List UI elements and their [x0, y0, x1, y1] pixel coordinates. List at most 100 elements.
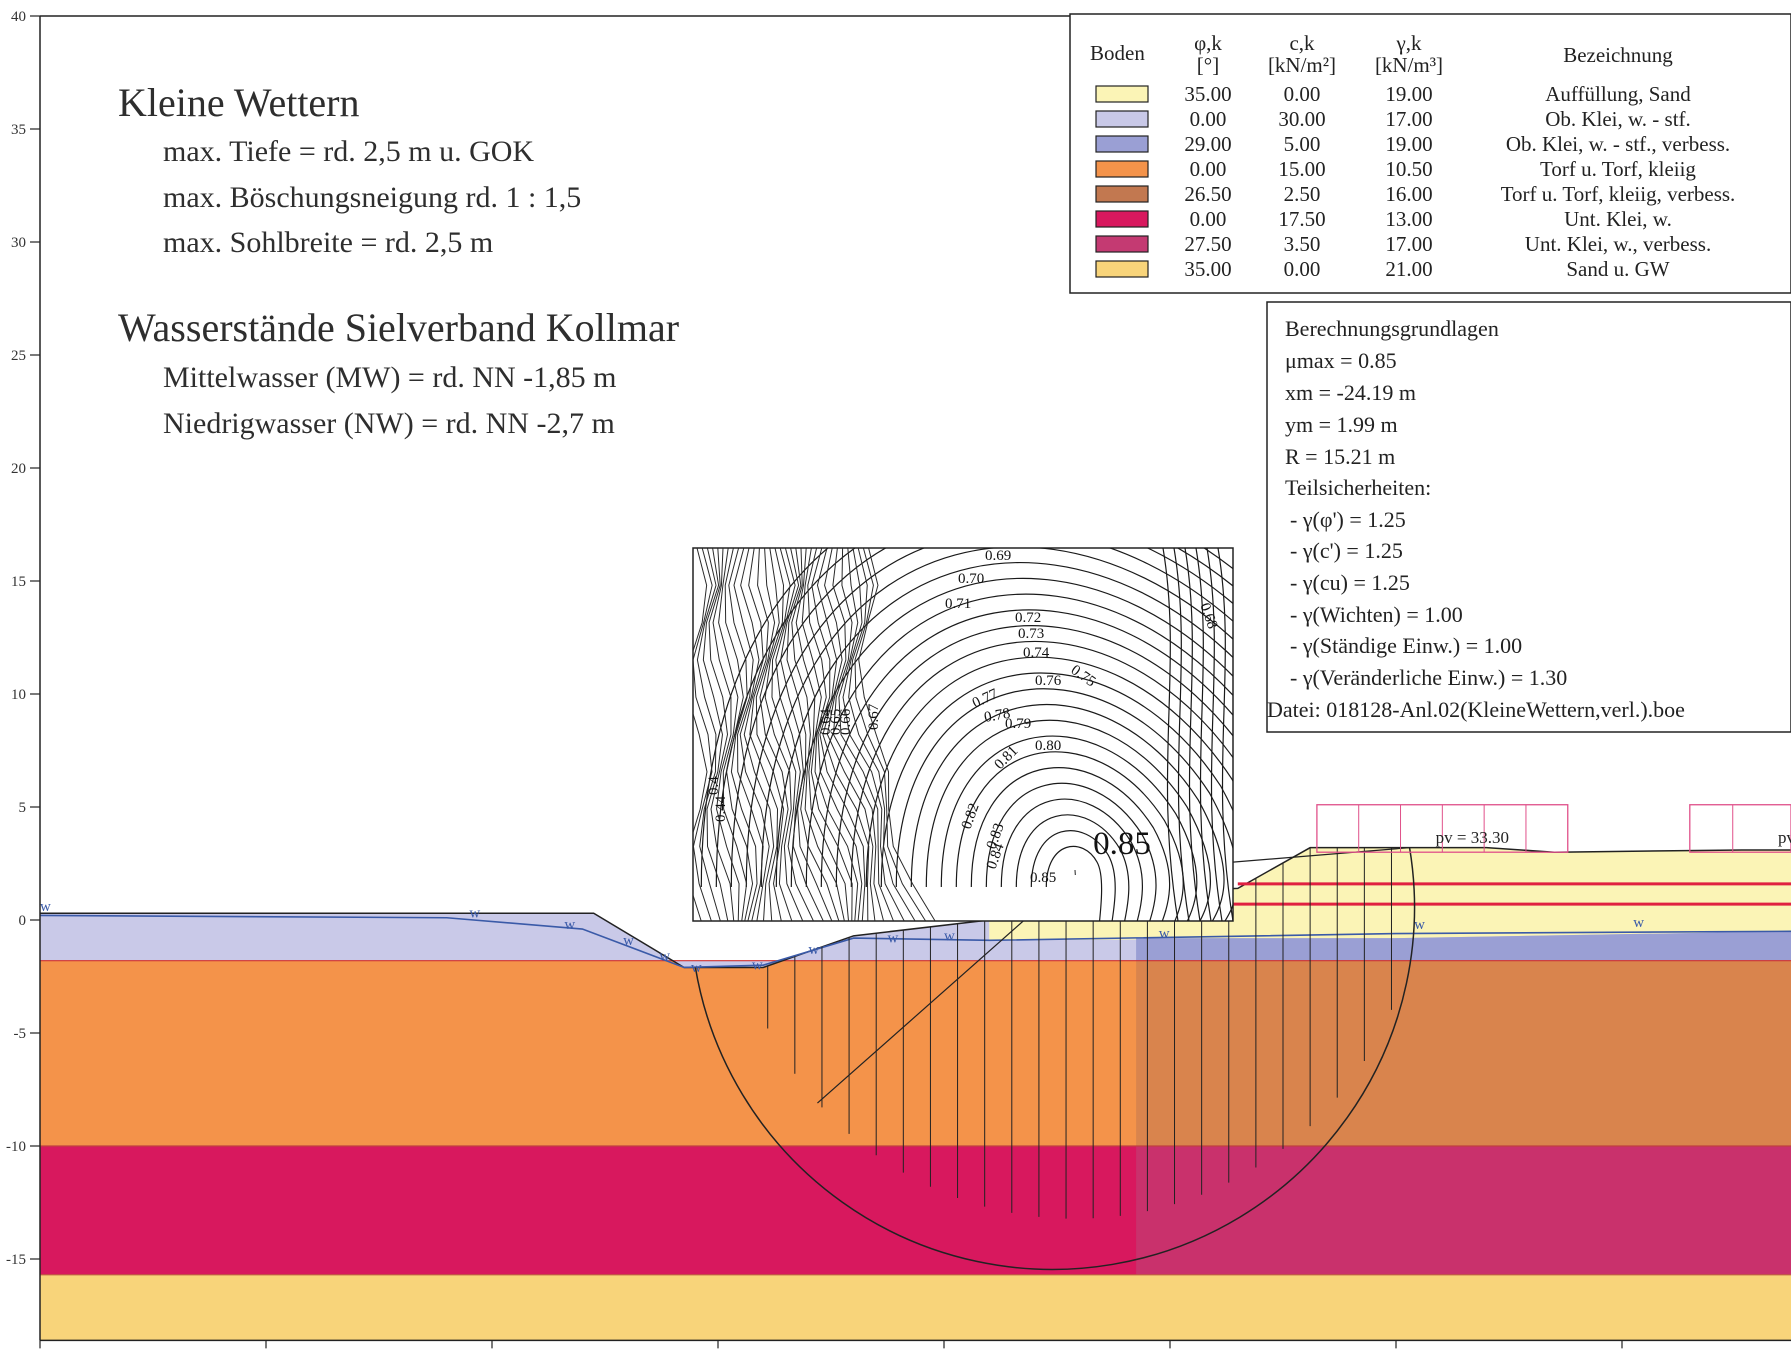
calc-xm: xm = -24.19 m [1285, 380, 1416, 405]
contour-line [771, 548, 814, 921]
water-line: Mittelwasser (MW) = rd. NN -1,85 m [163, 361, 617, 394]
legend-header-gamma: γ,k [1395, 31, 1422, 55]
legend-phi: 29.00 [1184, 132, 1231, 156]
contour-line [712, 548, 740, 921]
contour-label: 0.71 [945, 596, 971, 612]
contour-line [970, 767, 1171, 921]
calc-file: Datei: 018128-Anl.02(KleineWettern,verl.… [1267, 697, 1685, 722]
legend-name: Unt. Klei, w., verbess. [1525, 232, 1711, 256]
contour-label: 0.74 [1023, 645, 1050, 661]
contour-line [822, 548, 870, 921]
contour-line [724, 548, 754, 921]
legend-gamma: 13.00 [1385, 207, 1432, 231]
contour-line [801, 548, 853, 921]
contour-label: 0.80 [1035, 738, 1061, 754]
load-right-label: pv [1778, 828, 1791, 847]
calc-item: - γ(cu) = 1.25 [1290, 570, 1410, 595]
legend-c: 2.50 [1284, 182, 1321, 206]
calc-title: Berechnungsgrundlagen [1285, 316, 1499, 341]
contour-line [693, 548, 708, 921]
contour-line [702, 548, 729, 921]
contour-line [755, 548, 785, 921]
contour-label: 0.72 [1015, 610, 1041, 626]
contour-label: 0.85 [1030, 870, 1056, 886]
y-tick-label: 40 [11, 9, 26, 25]
legend-name: Torf u. Torf, kleiig, verbess. [1501, 182, 1736, 206]
annotation-title: Kleine Wettern [118, 80, 360, 125]
contour-line [925, 719, 1211, 921]
legend-swatch [1095, 185, 1149, 203]
legend-gamma: 16.00 [1385, 182, 1432, 206]
contour-line [955, 751, 1184, 921]
contour-line [826, 548, 876, 921]
contour-label: 0.66 [838, 708, 854, 735]
legend-phi: 26.50 [1184, 182, 1231, 206]
water-marker: w [752, 958, 763, 974]
contour-line [880, 672, 1233, 888]
legend-header-boden: Boden [1090, 41, 1145, 65]
contour-line [805, 593, 1233, 888]
water-marker: w [564, 917, 575, 933]
contour-line [835, 625, 1233, 888]
legend-frame [1069, 13, 1791, 294]
contour-line [820, 609, 1233, 888]
contour-line [791, 548, 845, 921]
safety-contour-grid: 0.690.700.710.720.730.740.750.760.770.78… [692, 547, 1234, 922]
water-marker: w [623, 933, 634, 949]
y-tick-label: -5 [14, 1026, 27, 1042]
contour-line [745, 548, 1233, 888]
legend-phi: 35.00 [1184, 82, 1231, 106]
calc-ym: ym = 1.99 m [1285, 412, 1398, 437]
contour-line [895, 688, 1233, 921]
contour-line [733, 548, 764, 921]
contour-line [848, 548, 916, 921]
layer-ob-klei-verbess [1136, 931, 1791, 961]
legend-swatch [1095, 110, 1149, 128]
contour-line [865, 656, 1233, 888]
water-marker: w [691, 960, 702, 976]
contour-label: 0.69 [985, 548, 1011, 564]
legend-name: Sand u. GW [1566, 257, 1669, 281]
contour-line [780, 548, 833, 921]
legend-name: Ob. Klei, w. - stf., verbess. [1506, 132, 1730, 156]
layer-torf-verbess [1136, 960, 1791, 1146]
legend-header-c-unit: [kN/m²] [1268, 53, 1336, 77]
contour-label: 0.44 [713, 795, 729, 822]
contour-line [910, 704, 1225, 921]
contour-line [854, 548, 927, 921]
contour-label: 0.73 [1018, 626, 1044, 642]
contour-line [1045, 845, 1103, 921]
calc-mu: μmax = 0.85 [1285, 348, 1397, 373]
calc-item: - γ(c') = 1.25 [1290, 538, 1403, 563]
contour-label: 0.4 [706, 776, 722, 795]
legend-gamma: 19.00 [1385, 82, 1432, 106]
legend-swatch [1095, 85, 1149, 103]
legend-swatch [1095, 235, 1149, 253]
slip-arc [694, 847, 1416, 1271]
legend-phi: 0.00 [1190, 207, 1227, 231]
water-marker: w [944, 928, 955, 944]
water-line [39, 914, 1791, 969]
legend-phi: 35.00 [1184, 257, 1231, 281]
contour-label: 0.70 [958, 571, 984, 587]
contour-line [715, 548, 1233, 888]
contour-line [985, 782, 1157, 921]
legend-swatch [1095, 210, 1149, 228]
contour-line [730, 548, 1233, 888]
contour-line [807, 548, 859, 921]
water-marker: w [40, 899, 51, 915]
legend-swatch [1095, 260, 1149, 278]
contour-label: 0.78 [983, 706, 1012, 726]
legend-c: 17.50 [1278, 207, 1325, 231]
legend-phi: 0.00 [1190, 157, 1227, 181]
contour-line [1184, 548, 1201, 921]
calc-item: - γ(Wichten) = 1.00 [1290, 602, 1463, 627]
water-marker: w [1633, 915, 1644, 931]
y-tick-label: 35 [11, 122, 26, 138]
contour-line [743, 548, 775, 921]
water-marker: w [659, 949, 670, 965]
y-tick-label: -15 [6, 1252, 26, 1268]
load-right-box [1689, 804, 1791, 853]
legend-phi: 27.50 [1184, 232, 1231, 256]
